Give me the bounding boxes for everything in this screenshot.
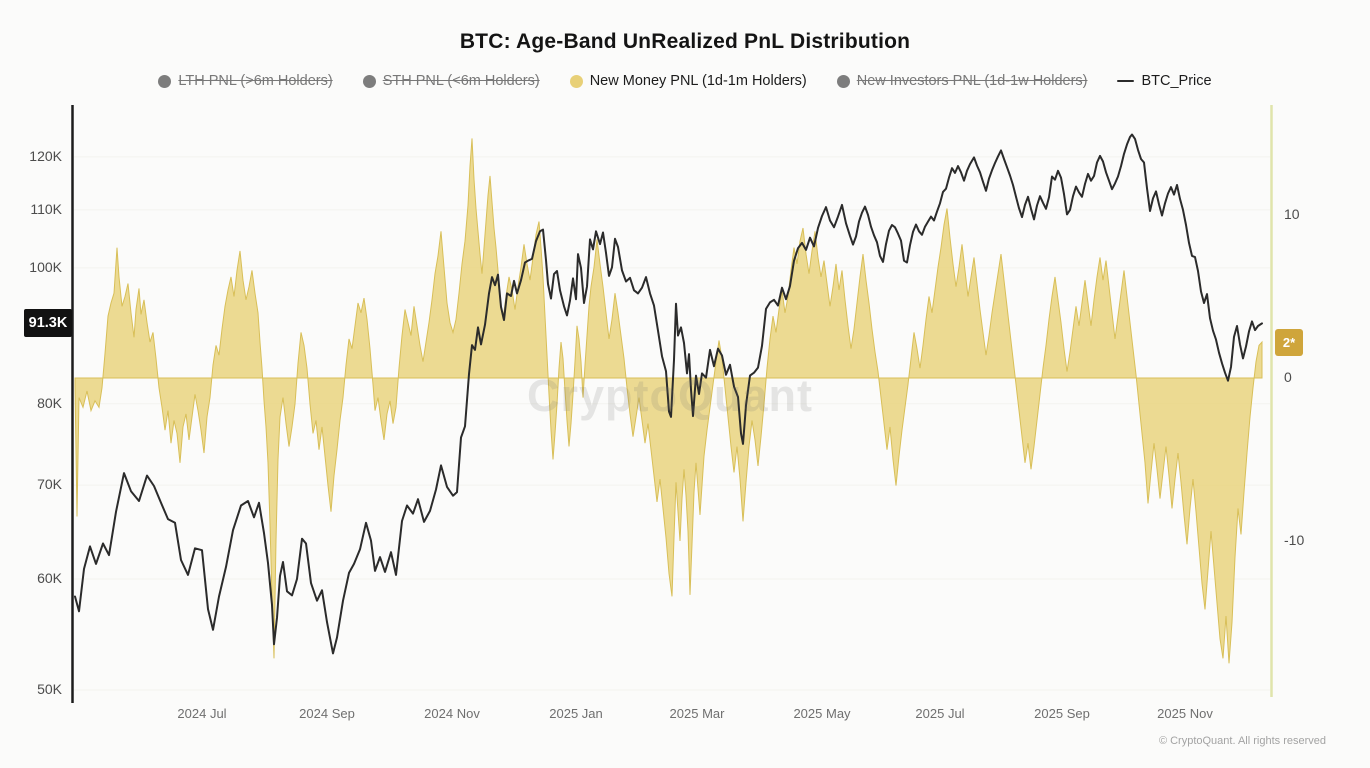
legend-item-3[interactable]: New Investors PNL (1d-1w Holders) <box>836 73 1088 89</box>
left-tick-110K: 110K <box>30 200 62 217</box>
left-tick-120K: 120K <box>29 147 62 164</box>
legend-item-0[interactable]: LTH PNL (>6m Holders) <box>158 73 333 89</box>
right-tick-10: 10 <box>1284 206 1300 222</box>
legend-item-label: New Money PNL (1d-1m Holders) <box>589 73 807 89</box>
copyright-footer: © CryptoQuant. All rights reserved <box>1158 735 1326 747</box>
legend-item-1[interactable]: STH PNL (<6m Holders) <box>362 73 540 89</box>
dot-marker-icon <box>569 74 583 88</box>
left-tick-50K: 50K <box>37 681 62 697</box>
dot-marker-icon <box>362 74 376 88</box>
x-tick-2025-May: 2025 May <box>793 706 851 721</box>
x-tick-2025-Nov: 2025 Nov <box>1157 706 1213 721</box>
right-tick-0: 0 <box>1284 369 1292 385</box>
btc-price-line-series[interactable] <box>74 133 1263 655</box>
x-tick-2025-Sep: 2025 Sep <box>1034 706 1090 721</box>
right-tick--10: -10 <box>1284 532 1305 548</box>
dot-marker-icon <box>158 74 172 88</box>
left-tick-80K: 80K <box>37 394 62 411</box>
page-title: BTC: Age-Band UnRealized PnL Distributio… <box>459 30 911 53</box>
x-tick-2024-Sep: 2024 Sep <box>299 706 355 721</box>
legend-item-2[interactable]: New Money PNL (1d-1m Holders) <box>569 73 807 89</box>
legend-item-label: STH PNL (<6m Holders) <box>382 73 540 89</box>
current-price-badge: 91.3K <box>24 309 72 338</box>
x-tick-2025-Mar: 2025 Mar <box>669 706 725 721</box>
legend-item-label: BTC_Price <box>1141 73 1212 89</box>
left-tick-70K: 70K <box>37 476 62 493</box>
x-tick-2024-Jul: 2024 Jul <box>177 706 227 721</box>
dot-marker-icon <box>836 74 850 88</box>
x-tick-2024-Nov: 2024 Nov <box>424 706 480 721</box>
legend-item-label: LTH PNL (>6m Holders) <box>178 73 333 89</box>
current-pnl-badge: 2* <box>1275 329 1303 357</box>
x-tick-2025-Jan: 2025 Jan <box>549 706 603 721</box>
legend-item-label: New Investors PNL (1d-1w Holders) <box>856 73 1088 89</box>
line-marker-icon <box>1117 79 1135 83</box>
legend: LTH PNL (>6m Holders) STH PNL (<6m Holder… <box>0 73 1370 89</box>
left-tick-100K: 100K <box>29 258 62 275</box>
x-tick-2025-Jul: 2025 Jul <box>915 706 965 721</box>
left-tick-60K: 60K <box>37 569 62 586</box>
legend-item-4[interactable]: BTC_Price <box>1117 73 1212 89</box>
